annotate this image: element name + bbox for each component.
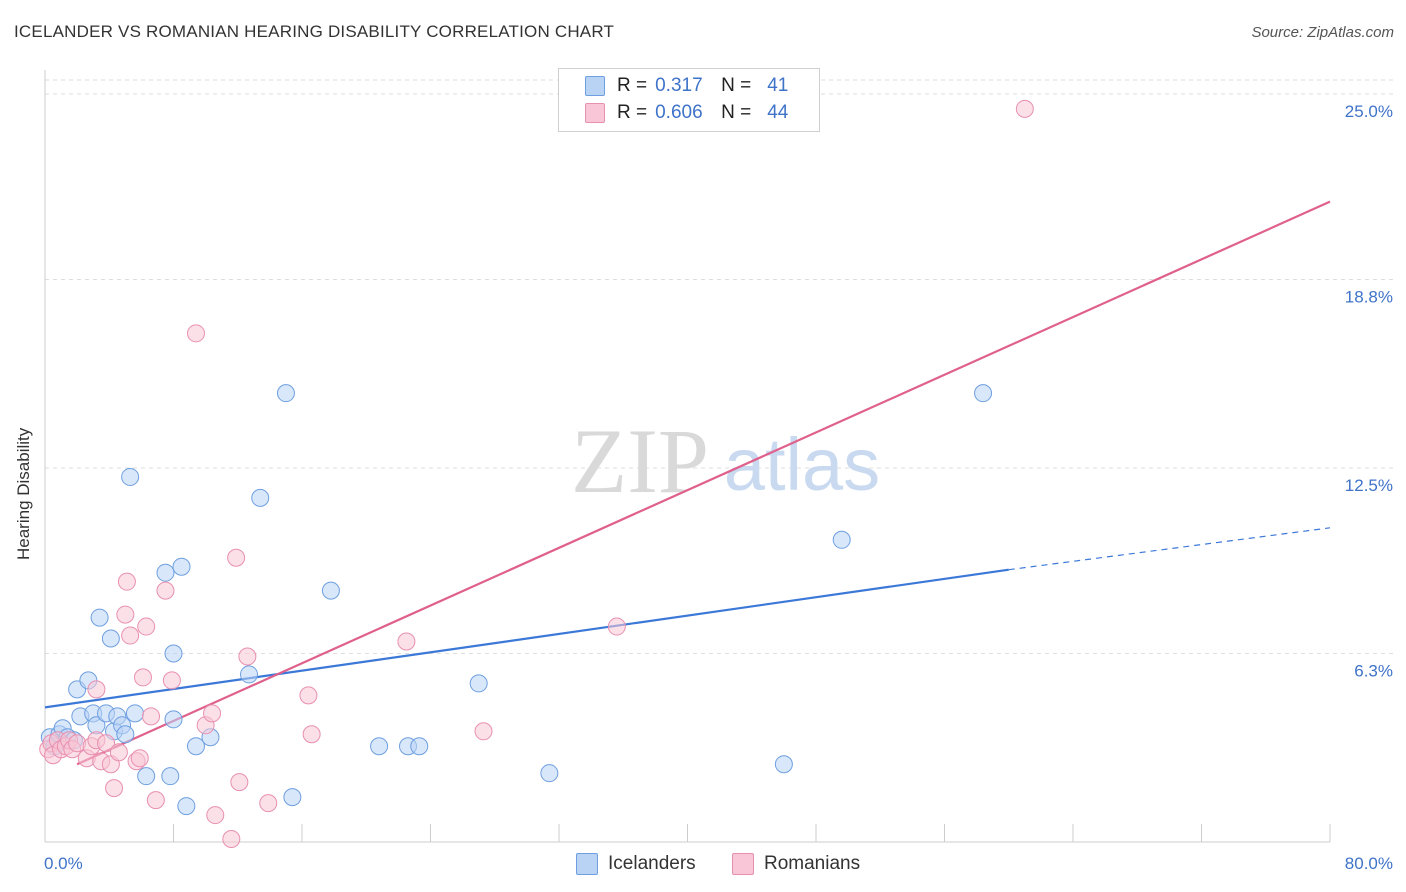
icelanders-legend-label: Icelanders [608, 853, 696, 874]
bottom-legend-icelanders: Icelanders [576, 852, 696, 876]
icelander-point [161, 767, 180, 786]
romanian-point [238, 647, 257, 666]
icelander-point [156, 563, 175, 582]
icelander-point [125, 704, 144, 723]
icelander-point [283, 788, 302, 807]
romanian-point [117, 572, 136, 591]
romanian-point [130, 749, 149, 768]
icelander-point [116, 725, 135, 744]
x-tick-label: 80.0% [1345, 854, 1393, 873]
icelander-trend-extension [1008, 527, 1331, 571]
icelander-point [469, 674, 488, 693]
icelander-point [164, 644, 183, 663]
icelander-point [370, 737, 389, 756]
romanian-point [302, 725, 321, 744]
romanian-point [230, 773, 249, 792]
r-label: R = [617, 75, 648, 96]
romanian-point [299, 686, 318, 705]
romanian-point [203, 704, 222, 723]
romanians-n-value: 44 [767, 102, 789, 123]
icelander-point [164, 710, 183, 729]
y-tick-label: 18.8% [1345, 287, 1393, 306]
romanian-point [116, 605, 135, 624]
icelander-point [90, 608, 109, 627]
icelander-point [121, 467, 140, 486]
axes [44, 70, 1331, 843]
icelander-point [540, 764, 559, 783]
icelanders-legend-swatch [576, 853, 598, 875]
source-credit: Source: ZipAtlas.com [1251, 24, 1394, 41]
icelander-point [410, 737, 429, 756]
legend-row-icelanders: R = 0.317 N = 41 [585, 73, 788, 99]
romanian-point [121, 626, 140, 645]
gridlines [45, 79, 1395, 654]
romanians-r-value: 0.606 [655, 102, 703, 123]
chart-title: ICELANDER VS ROMANIAN HEARING DISABILITY… [14, 22, 615, 41]
icelander-trend-line [44, 568, 1009, 709]
romanians-legend-label: Romanians [764, 853, 861, 874]
romanian-point [186, 324, 205, 343]
romanian-point [109, 743, 128, 762]
romanian-point [97, 734, 116, 753]
icelander-point [321, 581, 340, 600]
icelander-point [239, 665, 258, 684]
romanian-point [105, 779, 124, 798]
icelander-point [251, 488, 270, 507]
icelanders-r-value: 0.317 [655, 75, 703, 96]
romanian-trend-line [76, 200, 1331, 766]
x-tick-label: 0.0% [44, 854, 83, 873]
n-label: N = [721, 102, 752, 123]
icelander-point [276, 384, 295, 403]
y-tick-label: 12.5% [1345, 476, 1393, 495]
romanian-point [397, 632, 416, 651]
icelander-point [974, 384, 993, 403]
romanian-point [227, 548, 246, 567]
romanian-point [607, 617, 626, 636]
romanian-point [162, 671, 181, 690]
r-label: R = [617, 102, 648, 123]
tick-labels: 25.0% 18.8% 12.5% 6.3% 0.0% 80.0% [44, 102, 1393, 873]
correlation-legend: R = 0.317 N = 41 R = 0.606 N = 44 [558, 68, 820, 132]
icelanders-n-value: 41 [767, 75, 789, 96]
y-tick-label: 6.3% [1354, 661, 1393, 680]
icelanders-swatch [585, 76, 605, 96]
romanian-point [206, 806, 225, 825]
romanian-point [1015, 99, 1034, 118]
legend-row-romanians: R = 0.606 N = 44 [585, 100, 788, 126]
icelander-point [177, 797, 196, 816]
icelander-point [137, 767, 156, 786]
romanian-point [156, 581, 175, 600]
romanian-point [87, 680, 106, 699]
icelander-point [774, 755, 793, 774]
icelander-point [172, 557, 191, 576]
romanian-point [222, 830, 241, 849]
romanian-point [133, 668, 152, 687]
romanian-point [259, 794, 278, 813]
watermark-zip: ZIP [571, 410, 709, 512]
icelander-point [186, 737, 205, 756]
y-tick-label: 25.0% [1345, 102, 1393, 121]
romanians-legend-swatch [732, 853, 754, 875]
watermark-atlas: atlas [724, 423, 880, 506]
romanian-point [137, 617, 156, 636]
romanian-point [68, 734, 87, 753]
romanian-point [146, 791, 165, 810]
icelander-point [832, 530, 851, 549]
n-label: N = [721, 75, 752, 96]
icelander-point [101, 629, 120, 648]
data-points [39, 99, 1034, 849]
trend-lines [44, 200, 1331, 766]
romanian-point [142, 707, 161, 726]
romanian-point [474, 722, 493, 741]
bottom-legend-romanians: Romanians [732, 852, 860, 876]
romanians-swatch [585, 103, 605, 123]
